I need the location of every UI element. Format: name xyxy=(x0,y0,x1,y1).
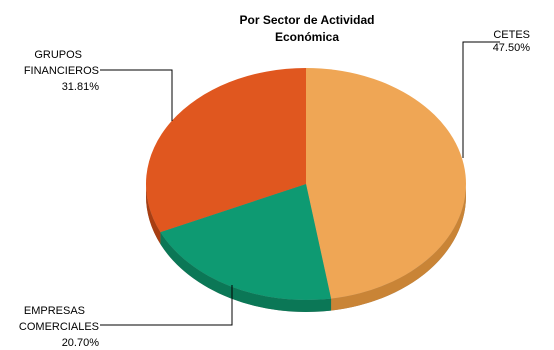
pie-slices xyxy=(146,68,467,300)
slice-label-cetes: CETES 47.50% xyxy=(493,29,531,54)
leader-line-empresas xyxy=(100,285,233,326)
chart-title: Por Sector de Actividad Económica xyxy=(240,13,375,44)
slice-label-grupos-name-1: GRUPOS xyxy=(34,49,82,61)
pie-side-grupos xyxy=(146,184,161,245)
slice-label-grupos: GRUPOS FINANCIEROS 31.81% xyxy=(24,49,99,93)
slice-label-empresas-name-1: EMPRESAS xyxy=(24,305,85,317)
pie-slice-cetes xyxy=(306,68,467,299)
slice-label-empresas-name-2: COMERCIALES xyxy=(19,321,99,333)
slice-label-empresas: EMPRESAS COMERCIALES 20.70% xyxy=(19,305,99,349)
slice-label-grupos-name-2: FINANCIEROS xyxy=(24,65,99,77)
slice-label-grupos-percent: 31.81% xyxy=(62,81,100,93)
pie-slice-grupos xyxy=(146,68,306,233)
leader-lines xyxy=(100,41,500,326)
leader-line-grupos xyxy=(100,69,173,121)
slice-label-empresas-percent: 20.70% xyxy=(62,337,100,349)
pie-side-empresas xyxy=(160,232,332,313)
slice-label-cetes-name: CETES xyxy=(493,29,530,41)
chart-title-line-2: Económica xyxy=(275,30,339,44)
leader-line-cetes xyxy=(462,41,500,158)
chart-title-line-1: Por Sector de Actividad xyxy=(240,13,375,27)
slice-label-cetes-percent: 47.50% xyxy=(493,42,531,54)
pie-side-cetes xyxy=(331,184,467,311)
pie-slice-empresas xyxy=(160,184,332,300)
